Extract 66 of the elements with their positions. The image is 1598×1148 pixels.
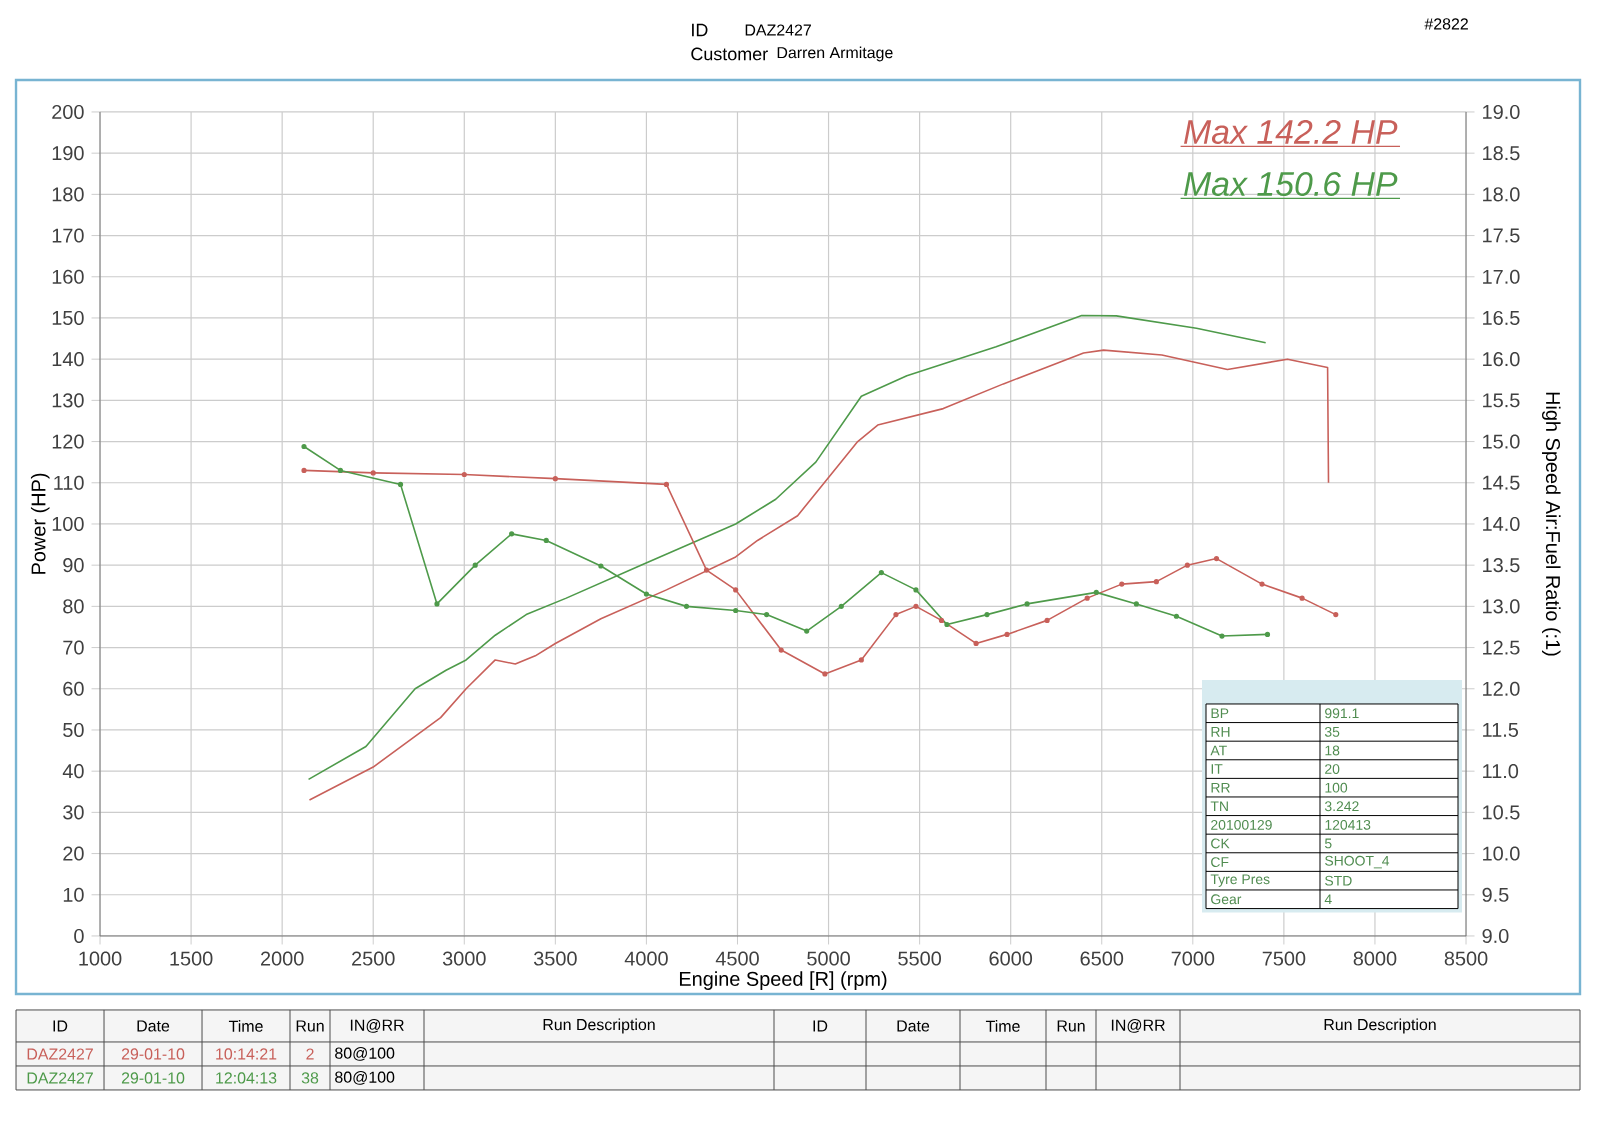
- y2-tick-label: 9.5: [1482, 887, 1509, 902]
- x-tick-label: 3500: [533, 951, 577, 966]
- x-tick-label: 2500: [352, 951, 395, 966]
- y2-axis-title: High Speed Air:Fuel Ratio (:1): [1542, 392, 1561, 656]
- y2-tick-label: 18.5: [1483, 146, 1520, 161]
- y-tick-label: 120: [52, 434, 84, 449]
- y2-tick-label: 12.0: [1483, 681, 1520, 696]
- y2-tick-label: 19.0: [1483, 104, 1520, 120]
- x-tick-label: 8500: [1444, 951, 1488, 966]
- y-tick-label: 140: [52, 352, 84, 367]
- y2-tick-label: 11.5: [1483, 723, 1519, 737]
- y-tick-label: 80: [63, 599, 84, 614]
- x-tick-label: 3000: [442, 951, 486, 966]
- y2-tick-label: 16.0: [1483, 352, 1520, 367]
- y2-tick-label: 12.5: [1483, 640, 1520, 655]
- y-tick-label: 60: [63, 681, 84, 696]
- y-tick-label: 40: [62, 764, 84, 779]
- y-tick-label: 100: [52, 516, 84, 532]
- text: Customer: [691, 47, 768, 61]
- y-tick-label: 180: [52, 187, 84, 202]
- y-axis-title: Power (HP): [30, 473, 50, 574]
- x-tick-label: 7500: [1262, 951, 1306, 966]
- y2-tick-label: 9.0: [1482, 928, 1509, 944]
- x-tick-label: 1000: [79, 951, 122, 966]
- y2-tick-label: 15.5: [1483, 393, 1520, 408]
- y-tick-label: 190: [52, 146, 84, 161]
- y2-tick-label: 17.0: [1483, 269, 1520, 284]
- text: ID: [692, 23, 708, 37]
- y-tick-label: 150: [52, 310, 84, 326]
- y2-tick-label: 15.0: [1483, 434, 1520, 449]
- y2-tick-label: 11.0: [1483, 764, 1519, 779]
- annotation: Max 150.6 HP: [1184, 171, 1398, 196]
- y-tick-label: 90: [63, 558, 84, 573]
- y-tick-label: 170: [52, 228, 84, 243]
- x-tick-label: 2000: [260, 951, 304, 966]
- y-tick-label: 0: [74, 928, 84, 944]
- x-tick-label: 7000: [1171, 951, 1215, 966]
- y2-tick-label: 13.5: [1483, 558, 1520, 573]
- x-tick-label: 5000: [807, 951, 850, 966]
- y-tick-label: 160: [52, 269, 84, 284]
- line-series: [307, 314, 1267, 781]
- annotation: Max 142.2 HP: [1184, 119, 1398, 144]
- y-tick-label: 110: [54, 475, 84, 490]
- y2-tick-label: 17.5: [1483, 228, 1520, 243]
- y-tick-label: 130: [52, 393, 84, 408]
- y2-tick-label: 16.5: [1483, 310, 1520, 326]
- x-tick-label: 8000: [1353, 951, 1397, 966]
- y2-tick-label: 10.0: [1483, 846, 1520, 861]
- y2-tick-label: 13.0: [1483, 599, 1520, 614]
- x-tick-label: 5500: [898, 951, 941, 966]
- x-tick-label: 1500: [170, 951, 213, 966]
- x-tick-label: 4000: [624, 951, 668, 966]
- x-tick-label: 6000: [989, 951, 1033, 966]
- y2-tick-label: 10.5: [1483, 805, 1520, 820]
- y2-tick-label: 14.0: [1483, 516, 1520, 532]
- x-axis-title: Engine Speed [R] (rpm): [679, 971, 887, 990]
- y2-tick-label: 14.5: [1483, 475, 1520, 490]
- y-tick-label: 200: [52, 104, 84, 120]
- y-tick-label: 70: [63, 640, 84, 655]
- y-tick-label: 30: [63, 805, 84, 820]
- y-tick-label: 10: [63, 887, 84, 902]
- y-tick-label: 20: [63, 846, 84, 861]
- x-tick-label: 6500: [1080, 951, 1124, 966]
- y2-tick-label: 18.0: [1483, 187, 1520, 202]
- x-tick-label: 4500: [715, 951, 759, 966]
- y-tick-label: 50: [63, 722, 84, 738]
